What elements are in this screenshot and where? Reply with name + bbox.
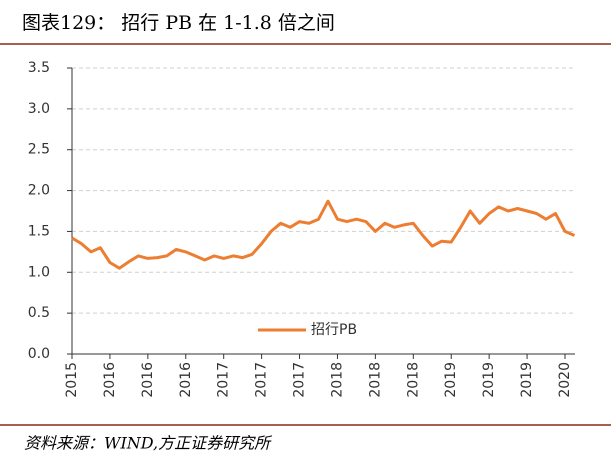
x-tick-label: 2017: [292, 362, 308, 398]
x-tick-label: 2016: [178, 362, 194, 398]
x-tick-label: 2019: [443, 362, 459, 398]
y-tick-label: 1.5: [28, 223, 50, 239]
source: 资料来源：WIND,方正证券研究所: [24, 434, 273, 453]
x-tick-label: 2019: [519, 362, 535, 398]
x-tick-label: 2019: [481, 362, 497, 398]
x-tick-label: 2015: [64, 362, 80, 398]
x-tick-label: 2018: [329, 362, 345, 398]
y-tick-label: 3.5: [28, 60, 50, 76]
x-tick-label: 2016: [102, 362, 118, 398]
x-tick-label: 2020: [557, 362, 573, 398]
x-tick-label: 2018: [405, 362, 421, 398]
legend-label: 招行PB: [311, 322, 357, 338]
chart-title: 图表129： 招行 PB 在 1-1.8 倍之间: [22, 12, 335, 34]
y-tick-label: 0.0: [28, 346, 50, 362]
x-tick-label: 2017: [254, 362, 270, 398]
y-tick-label: 2.5: [28, 142, 50, 158]
x-tick-label: 2017: [216, 362, 232, 398]
y-tick-label: 0.5: [28, 305, 50, 321]
data-line: [71, 199, 576, 270]
x-tick-label: 2018: [367, 362, 383, 398]
x-tick-label: 2016: [140, 362, 156, 398]
y-tick-label: 3.0: [28, 101, 50, 117]
y-tick-label: 1.0: [28, 264, 50, 280]
y-tick-label: 2.0: [28, 183, 50, 199]
